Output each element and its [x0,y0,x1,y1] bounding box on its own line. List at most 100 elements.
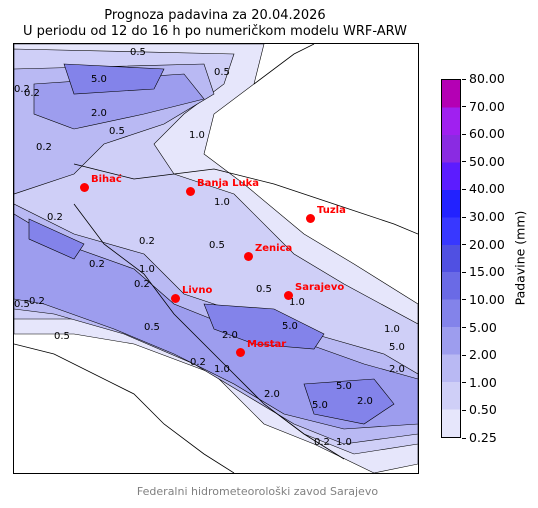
colorbar-tick [462,78,466,80]
contour-label: 0.5 [109,126,125,137]
contour-label: 5.0 [336,381,352,392]
map-subtitle: U periodu od 12 do 16 h po numeričkom mo… [22,24,408,39]
contour-label: 2.0 [91,108,107,119]
city-dot-icon [236,348,245,357]
contour-label: 5.0 [389,342,405,353]
colorbar-tick [462,354,466,356]
city-mostar: Mostar [236,339,286,361]
contour-label: 1.0 [214,364,230,375]
city-dot-icon [244,252,253,261]
credit-text: Federalni hidrometeorološki zavod Saraje… [136,485,379,498]
city-livno: Livno [171,285,212,307]
coastline [14,343,235,473]
colorbar-tick [462,327,466,329]
contour-label: 1.0 [189,130,205,141]
contour-label: 1.0 [214,197,230,208]
colorbar-tick-label: 0.50 [469,402,497,418]
map-canvas [14,44,418,473]
city-label: Bihać [91,174,122,185]
precip-area-5c [303,378,395,425]
contour-label: 1.0 [289,297,305,308]
colorbar-tick [462,161,466,163]
city-banja-luka: Banja Luka [186,178,259,200]
contour-label: 0.5 [214,67,230,78]
contour-label: 1.0 [139,264,155,275]
colorbar-title: Padavine (mm) [512,210,528,306]
colorbar-tick-label: 0.25 [469,430,497,445]
colorbar-tick-label: 40.00 [469,181,505,197]
precipitation-map: 0.5 5.0 0.2 0.5 2.0 0.2 1.0 0.5 1.0 0.2 … [13,43,419,474]
colorbar-tick-label: 1.00 [469,374,497,390]
contour-label: 0.2 [36,142,52,153]
precip-area-5b [203,303,325,350]
colorbar-tick-label: 50.00 [469,153,505,169]
contour-label: 0.2 [314,437,330,448]
colorbar-tick [462,409,466,411]
precip-area-5d [28,218,85,260]
city-label: Zenica [255,243,293,254]
country-border [73,163,418,235]
colorbar-tick [462,188,466,190]
contour-label: 5.0 [312,400,328,411]
borders [14,44,418,473]
country-border-south [73,203,345,460]
colorbar-tick-label: 10.00 [469,291,505,307]
colorbar-tick-label: 70.00 [469,98,505,114]
contour-label: 2.0 [222,330,238,341]
colorbar-tick [462,133,466,135]
contour-label: 2.0 [389,364,405,375]
city-dot-icon [171,294,180,303]
city-label: Livno [182,285,213,296]
contour-label: 0.2 [139,236,155,247]
contour-label: 0.5 [54,331,70,342]
colorbar-tick-label: 15.00 [469,264,505,280]
colorbar-tick-label: 30.00 [469,209,505,225]
city-label: Tuzla [317,205,346,216]
contour-label: 0.5 [256,284,272,295]
precip-area-5 [63,63,165,95]
city-zenica: Zenica [244,243,292,265]
contour-label: 1.0 [336,437,352,448]
city-label: Banja Luka [197,178,260,189]
contour-label: 0.2 [134,279,150,290]
colorbar-tick [462,271,466,273]
contour-label: 2.0 [357,396,373,407]
city-dot-icon [306,214,315,223]
city-dot-icon [284,291,293,300]
contour-label: 1.0 [384,324,400,335]
city-sarajevo: Sarajevo [284,282,344,304]
colorbar-tick [462,299,466,301]
contour-label: 0.2 [29,296,45,307]
contour-label: 2.0 [264,389,280,400]
contour-label: 0.2 [24,88,40,99]
contour-label: 5.0 [91,74,107,85]
colorbar-tick-label: 20.00 [469,236,505,252]
colorbar-tick-label: 60.00 [469,126,505,142]
contour-label: 0.5 [14,299,30,310]
colorbar-tick [462,437,466,439]
river-sava [253,44,315,85]
city-label: Sarajevo [295,282,345,293]
colorbar-tick-label: 2.00 [469,347,497,363]
contour-label: 0.2 [14,84,30,95]
city-dot-icon [80,183,89,192]
contour-label: 0.5 [144,322,160,333]
contour-label: 0.5 [209,240,225,251]
contour-label: 0.5 [130,47,146,58]
contour-label: 0.2 [47,212,63,223]
colorbar-tick-label: 5.00 [469,319,497,335]
map-title: Prognoza padavina za 20.04.2026 [104,8,326,23]
contour-label: 5.0 [282,321,298,332]
colorbar-tick [462,106,466,108]
city-label: Mostar [247,339,287,350]
colorbar-tick [462,216,466,218]
colorbar-tick [462,244,466,246]
colorbar-tick-label: 80.00 [469,71,505,86]
colorbar [441,79,461,438]
city-bihac: Bihać [80,174,122,196]
colorbar-tick [462,382,466,384]
city-tuzla: Tuzla [306,205,346,227]
contour-label: 0.2 [190,357,206,368]
city-dot-icon [186,187,195,196]
contour-label: 0.2 [89,259,105,270]
